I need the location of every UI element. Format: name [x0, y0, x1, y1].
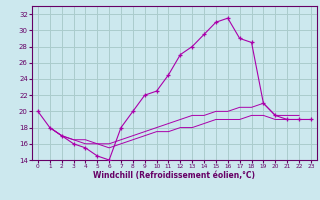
X-axis label: Windchill (Refroidissement éolien,°C): Windchill (Refroidissement éolien,°C): [93, 171, 255, 180]
